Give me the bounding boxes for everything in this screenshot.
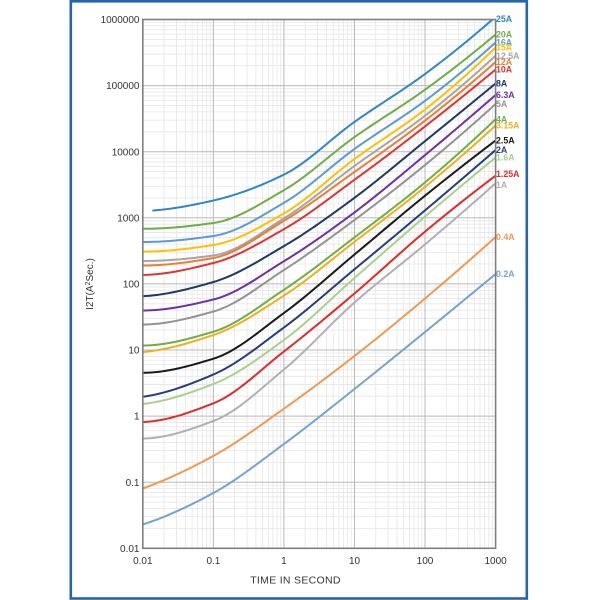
svg-text:10A: 10A bbox=[496, 65, 513, 75]
svg-text:0.1: 0.1 bbox=[126, 478, 140, 489]
svg-text:8A: 8A bbox=[496, 79, 508, 89]
svg-text:100: 100 bbox=[123, 280, 140, 291]
svg-text:0.01: 0.01 bbox=[120, 544, 140, 555]
svg-text:1000000: 1000000 bbox=[101, 15, 140, 26]
svg-text:16A: 16A bbox=[496, 38, 513, 48]
svg-text:20A: 20A bbox=[496, 30, 513, 40]
svg-text:12A: 12A bbox=[496, 57, 513, 67]
svg-text:1A: 1A bbox=[496, 180, 508, 190]
svg-text:10: 10 bbox=[349, 556, 361, 567]
svg-text:1.6A: 1.6A bbox=[496, 153, 515, 163]
svg-text:5A: 5A bbox=[496, 99, 508, 109]
svg-text:TIME IN SECOND: TIME IN SECOND bbox=[250, 575, 341, 587]
svg-text:1000: 1000 bbox=[484, 556, 507, 567]
svg-text:1: 1 bbox=[134, 412, 140, 423]
svg-text:10000: 10000 bbox=[112, 147, 140, 158]
svg-text:100: 100 bbox=[417, 556, 434, 567]
svg-text:10: 10 bbox=[128, 346, 140, 357]
svg-text:3.15A: 3.15A bbox=[496, 121, 520, 131]
svg-text:0.1: 0.1 bbox=[206, 556, 220, 567]
svg-text:6.3A: 6.3A bbox=[496, 90, 515, 100]
svg-text:2A: 2A bbox=[496, 145, 508, 155]
svg-text:1.25A: 1.25A bbox=[496, 169, 520, 179]
svg-text:1: 1 bbox=[281, 556, 287, 567]
svg-text:2.5A: 2.5A bbox=[496, 136, 515, 146]
svg-text:0.2A: 0.2A bbox=[496, 269, 515, 279]
svg-text:15A: 15A bbox=[496, 43, 513, 53]
svg-text:12.5A: 12.5A bbox=[496, 51, 520, 61]
svg-text:0.4A: 0.4A bbox=[496, 232, 515, 242]
svg-text:1000: 1000 bbox=[117, 213, 140, 224]
svg-text:0.01: 0.01 bbox=[133, 556, 153, 567]
svg-text:I2T(A2Sec.): I2T(A2Sec.) bbox=[85, 258, 96, 310]
svg-text:100000: 100000 bbox=[106, 81, 140, 92]
svg-text:4A: 4A bbox=[496, 114, 508, 124]
svg-text:25A: 25A bbox=[496, 14, 513, 24]
